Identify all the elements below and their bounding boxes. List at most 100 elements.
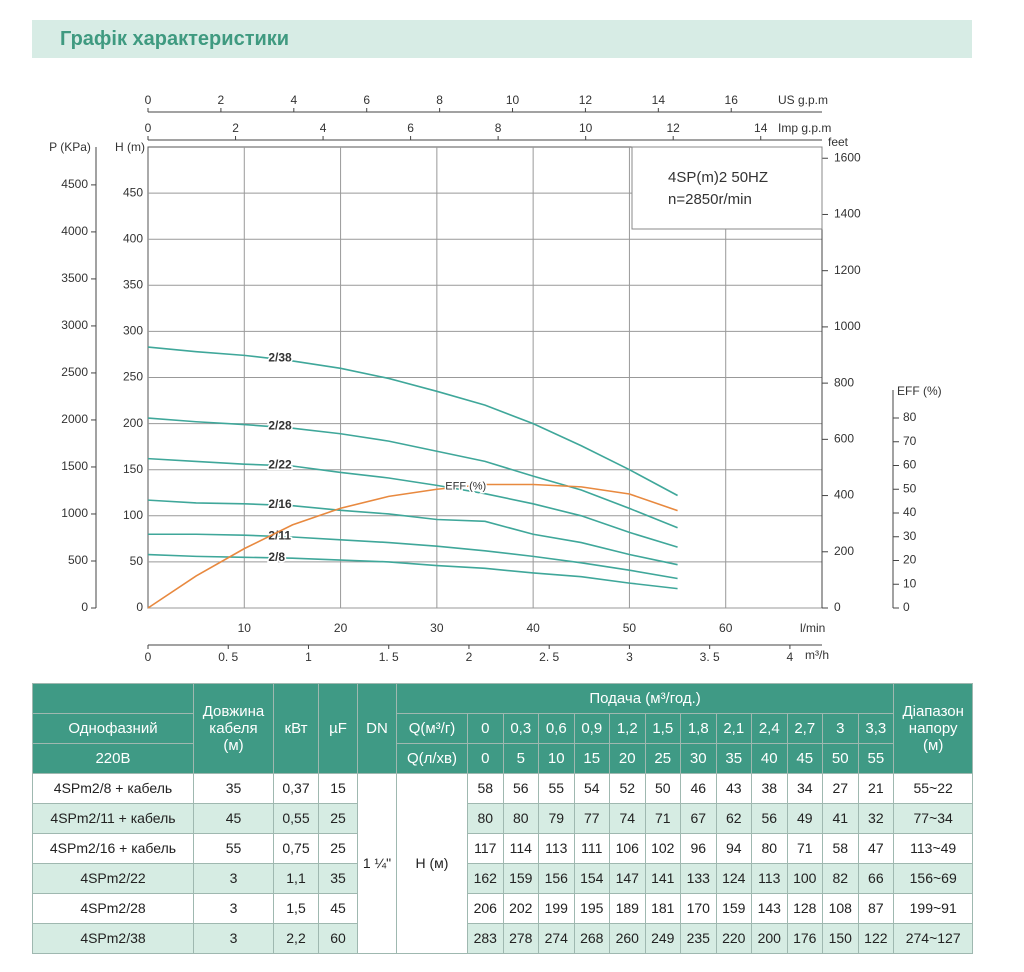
tick-label: 200 <box>834 544 854 558</box>
flow-l: 5 <box>502 743 539 774</box>
x-tick-label: 10 <box>238 621 252 635</box>
tick-label: 1600 <box>834 150 861 164</box>
data-row: 4SPm2/28 3 1,5 45 206 202 199 195 189 181 170 159 14… <box>32 893 974 924</box>
model: 4SPm2/22 <box>32 863 194 894</box>
y-tick-label: 350 <box>123 277 143 291</box>
tick-label: 10 <box>579 121 593 135</box>
series-label: 2/22 <box>268 457 292 471</box>
tick-label: 3000 <box>61 318 88 332</box>
tick-label: 16 <box>725 93 739 107</box>
tick-label: 0. 5 <box>218 650 238 664</box>
x-tick-label: 60 <box>719 621 733 635</box>
tick-label: 1500 <box>61 459 88 473</box>
head-value: 47 <box>857 833 895 864</box>
tick-label: 6 <box>363 93 370 107</box>
head-value: 199 <box>538 893 575 924</box>
data-row: 4SPm2/16 + кабель 55 0,75 25 117 114 113 111 106… <box>32 833 974 864</box>
x-tick-label: 50 <box>623 621 637 635</box>
head-value: 67 <box>680 803 717 834</box>
tick-label: 6 <box>407 121 414 135</box>
flow-l: 20 <box>609 743 646 774</box>
head-value: 260 <box>609 923 646 954</box>
series-label: 2/28 <box>268 419 292 433</box>
tick-label: 4000 <box>61 224 88 238</box>
header-cell: Однофазний <box>32 713 194 744</box>
head-value: 56 <box>751 803 788 834</box>
head-value: 268 <box>573 923 610 954</box>
spec-table: Довжина кабеля (м) кВт µF DN Подача (м³/год.… <box>32 683 974 954</box>
head-value: 113 <box>751 863 788 894</box>
head-value: 50 <box>644 773 681 804</box>
axis-label: feet <box>828 135 849 149</box>
flow-m3: 2,7 <box>786 713 823 744</box>
tick-label: 1400 <box>834 207 861 221</box>
head-value: 49 <box>786 803 823 834</box>
cable: 3 <box>193 863 274 894</box>
header-cell: Подача (м³/год.) <box>395 683 895 714</box>
head-value: 162 <box>467 863 504 894</box>
head-value: 100 <box>786 863 823 894</box>
head-range: 156~69 <box>893 863 974 894</box>
head-value: 150 <box>822 923 859 954</box>
header-row: 220В Q(л/хв) 0 5 10 15 20 25 30 35 40 45 50 55 <box>32 743 973 774</box>
axis-label: US g.p.m <box>778 93 828 107</box>
flow-l: 15 <box>573 743 610 774</box>
head-value: 147 <box>609 863 646 894</box>
tick-label: 2000 <box>61 412 88 426</box>
tick-label: 0 <box>145 650 152 664</box>
annotation-box <box>631 146 823 230</box>
flow-m3: 1,5 <box>644 713 681 744</box>
head-value: 202 <box>502 893 539 924</box>
tick-label: 0 <box>145 121 152 135</box>
power: 0,75 <box>273 833 319 864</box>
x-tick-label: 40 <box>526 621 540 635</box>
tick-label: 1. 5 <box>379 650 399 664</box>
tick-label: 1000 <box>834 319 861 333</box>
head-value: 41 <box>822 803 859 834</box>
header-cell: Q(м³/г) <box>396 713 468 744</box>
data-row: 4SPm2/11 + кабель 45 0,55 25 80 80 79 77 74 71 67 6… <box>32 803 974 834</box>
header-cell: Довжина кабеля (м) <box>193 683 274 774</box>
flow-m3: 1,8 <box>680 713 717 744</box>
tick-label: 2 <box>466 650 473 664</box>
tick-label: 3. 5 <box>700 650 720 664</box>
title-bar: Графік характеристики <box>32 20 972 58</box>
head-value: 94 <box>715 833 752 864</box>
head-range: 55~22 <box>893 773 974 804</box>
y2-tick-label: 30 <box>903 529 917 543</box>
series-line <box>147 499 678 566</box>
annotation: 4SP(m)2 50HZ <box>668 169 768 186</box>
power: 1,5 <box>273 893 319 924</box>
capacitor: 45 <box>318 893 358 924</box>
model: 4SPm2/38 <box>32 923 194 954</box>
head-value: 80 <box>467 803 504 834</box>
tick-label: 500 <box>68 553 88 567</box>
y2-axis-label: EFF (%) <box>897 384 942 398</box>
head-value: 141 <box>644 863 681 894</box>
head-value: 80 <box>751 833 788 864</box>
flow-l: 50 <box>822 743 859 774</box>
header-cell: Діапазон напору (м) <box>893 683 974 774</box>
tick-label: 4500 <box>61 177 88 191</box>
x-tick-label: 20 <box>334 621 348 635</box>
page-title: Графік характеристики <box>60 28 290 50</box>
head-value: 108 <box>822 893 859 924</box>
y-tick-label: 400 <box>123 231 143 245</box>
header-cell: DN <box>357 683 397 774</box>
tick-label: 3500 <box>61 271 88 285</box>
model: 4SPm2/8 + кабель <box>32 773 194 804</box>
tick-label: 10 <box>506 93 520 107</box>
head-value: 87 <box>857 893 895 924</box>
head-value: 181 <box>644 893 681 924</box>
series-label: 2/38 <box>268 350 292 364</box>
tick-label: 1 <box>305 650 312 664</box>
head-value: 200 <box>751 923 788 954</box>
head-value: 220 <box>715 923 752 954</box>
flow-l: 45 <box>786 743 823 774</box>
cable: 3 <box>193 923 274 954</box>
flow-m3: 3 <box>822 713 859 744</box>
axis-label: P (KPa) <box>49 140 91 154</box>
head-value: 32 <box>857 803 895 834</box>
tick-label: 800 <box>834 375 854 389</box>
series-label: 2/16 <box>268 497 292 511</box>
